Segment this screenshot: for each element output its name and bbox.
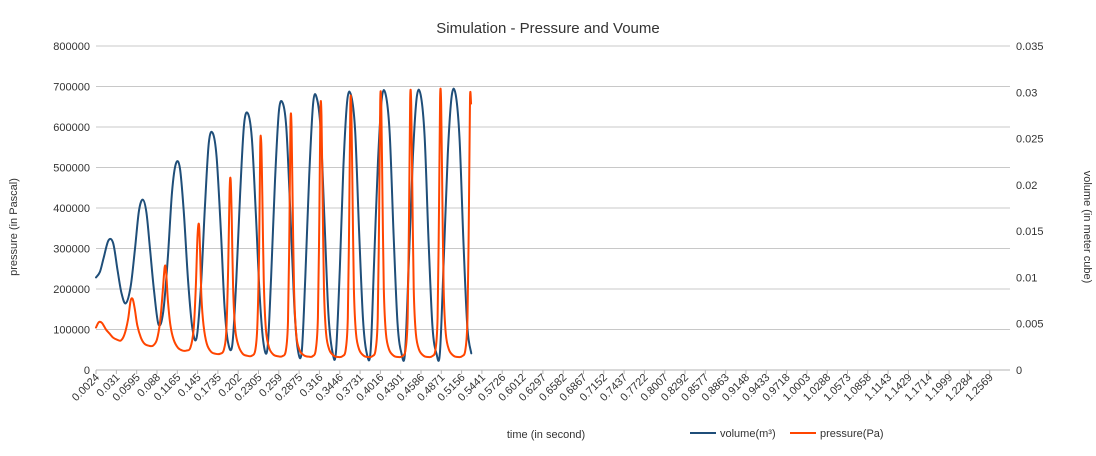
y-axis-right-ticks: 0 0.005 0.01 0.015 0.02 0.025 0.03 0.035 bbox=[1016, 41, 1044, 377]
series-line-pressure bbox=[95, 87, 473, 359]
y-left-tick-label: 0 bbox=[84, 365, 90, 377]
y-left-tick-label: 400000 bbox=[53, 203, 90, 215]
y-axis-left-label: pressure (in Pascal) bbox=[8, 178, 20, 276]
y-right-tick-label: 0.02 bbox=[1016, 180, 1037, 192]
y-right-tick-label: 0.025 bbox=[1016, 134, 1044, 146]
x-axis-ticks: 0.00240.0310.05950.0880.11650.1450.17350… bbox=[70, 370, 996, 404]
y-left-tick-label: 600000 bbox=[53, 122, 90, 134]
y-left-tick-label: 500000 bbox=[53, 163, 90, 175]
y-axis-right-label: volume (in meter cube) bbox=[1081, 171, 1093, 284]
y-left-tick-label: 800000 bbox=[53, 41, 90, 53]
chart-title: Simulation - Pressure and Voume bbox=[436, 20, 659, 37]
y-left-tick-label: 200000 bbox=[53, 284, 90, 296]
y-right-tick-label: 0.03 bbox=[1016, 87, 1037, 99]
y-axis-left-ticks: 0 100000 200000 300000 400000 500000 600000 700… bbox=[53, 41, 90, 377]
gridlines bbox=[96, 45, 1010, 371]
y-left-tick-label: 300000 bbox=[53, 244, 90, 256]
legend: volume(m³) pressure(Pa) bbox=[690, 428, 884, 440]
legend-label-volume: volume(m³) bbox=[720, 428, 776, 440]
y-right-tick-label: 0.035 bbox=[1016, 41, 1044, 53]
x-axis-label: time (in second) bbox=[507, 429, 585, 441]
y-right-tick-label: 0.01 bbox=[1016, 272, 1037, 284]
y-left-tick-label: 700000 bbox=[53, 82, 90, 94]
legend-label-pressure: pressure(Pa) bbox=[820, 428, 884, 440]
y-right-tick-label: 0.005 bbox=[1016, 319, 1044, 331]
series-group bbox=[95, 87, 473, 362]
y-right-tick-label: 0.015 bbox=[1016, 226, 1044, 238]
y-left-tick-label: 100000 bbox=[53, 325, 90, 337]
y-right-tick-label: 0 bbox=[1016, 365, 1022, 377]
